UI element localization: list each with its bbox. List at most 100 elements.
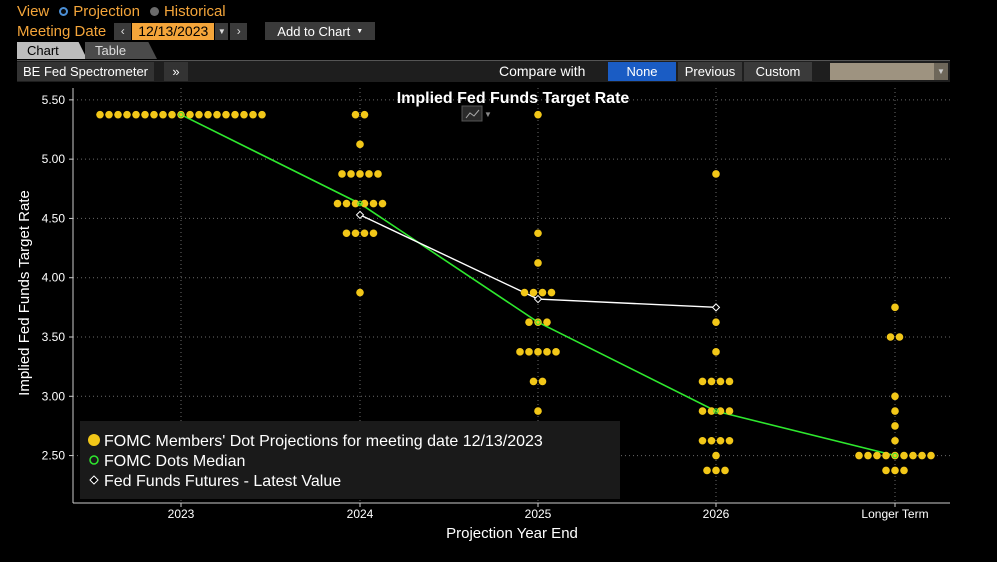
dot-projection (712, 451, 720, 460)
tab-table[interactable]: Table (85, 42, 157, 59)
futures-marker (533, 294, 543, 304)
dot-projection (525, 318, 533, 326)
date-dropdown-icon[interactable]: ▼ (215, 22, 229, 40)
expand-chevron-icon[interactable]: » (164, 62, 188, 81)
meeting-date-row: Meeting Date ‹ 12/13/2023 ▼ › Add to Cha… (17, 22, 376, 40)
meeting-date-field[interactable]: 12/13/2023 (132, 22, 215, 40)
dot-projection (105, 110, 113, 119)
dot-projection (918, 451, 926, 460)
dot-projection (698, 377, 707, 386)
dot-projection (882, 451, 890, 460)
view-selector: View Projection Historical (17, 2, 226, 20)
legend-entry-median: FOMC Dots Median (104, 453, 245, 470)
dot-projection (891, 303, 899, 312)
dot-projection (882, 466, 890, 475)
legend-entry-futures: Fed Funds Futures - Latest Value (104, 473, 341, 490)
dot-projection (356, 288, 364, 297)
y-tick-label: 3.50 (42, 330, 66, 344)
legend-dot-swatch (88, 434, 100, 446)
dot-projection (900, 466, 908, 475)
median-marker (535, 319, 541, 325)
legend: FOMC Members' Dot Projections for meetin… (80, 421, 620, 499)
dot-projection (378, 199, 387, 208)
y-tick-label: 5.50 (42, 93, 66, 107)
dot-projection (342, 229, 351, 238)
dot-projections (96, 110, 935, 475)
dot-projection (529, 377, 538, 386)
projection-option[interactable]: Projection (73, 2, 140, 20)
chart-title-button[interactable]: BE Fed Spectrometer (17, 62, 154, 81)
chart-title: Implied Fed Funds Target Rate (397, 90, 630, 107)
view-tabs: Chart Table (17, 42, 157, 59)
dot-projection (132, 110, 140, 119)
dot-projection (707, 407, 716, 415)
dot-projection (369, 199, 378, 208)
dropdown-arrow-icon: ▼ (934, 63, 948, 80)
legend-median-swatch (89, 455, 99, 465)
dot-projection (96, 110, 104, 119)
y-tick-label: 4.50 (42, 211, 66, 225)
dot-projection (552, 348, 560, 356)
dot-projection (351, 229, 360, 238)
compare-custom-button[interactable]: Custom (744, 62, 812, 81)
dot-projection (703, 466, 711, 475)
add-to-chart-button[interactable]: Add to Chart ▼ (265, 22, 376, 40)
dot-projection (351, 110, 360, 119)
dot-projection (342, 199, 351, 208)
dot-projection (698, 407, 707, 415)
chevron-down-icon: ▼ (356, 27, 364, 35)
dot-projection (725, 377, 734, 386)
dot-projection (168, 110, 176, 119)
dot-projection (114, 110, 122, 119)
dot-projection (891, 466, 899, 475)
dot-projection (547, 288, 556, 297)
x-tick-label: 2026 (703, 507, 730, 521)
compare-previous-button[interactable]: Previous (678, 62, 742, 81)
dot-projection (895, 333, 904, 341)
prev-date-button[interactable]: ‹ (114, 22, 132, 40)
dot-projection (707, 377, 716, 386)
y-tick-label: 3.00 (42, 389, 66, 403)
x-tick-label: Longer Term (861, 507, 928, 521)
dot-projection (534, 110, 542, 119)
dot-projection (716, 377, 725, 386)
dot-projection (534, 407, 542, 415)
projection-radio-icon[interactable] (59, 6, 69, 16)
historical-radio-icon[interactable] (149, 6, 159, 16)
dot-projection (725, 436, 734, 445)
dot-projection (365, 170, 373, 178)
dot-projection (707, 436, 716, 445)
y-tick-label: 4.00 (42, 271, 66, 285)
dot-projection (712, 348, 720, 356)
dot-projection (716, 407, 725, 415)
meeting-date-label: Meeting Date (17, 22, 107, 40)
compare-dropdown[interactable]: ▼ (830, 63, 948, 80)
dot-projection (150, 110, 158, 119)
dot-projection (123, 110, 131, 119)
x-axis-label: Projection Year End (446, 525, 578, 542)
dot-projection (538, 377, 547, 386)
median-marker (357, 200, 363, 207)
next-date-button[interactable]: › (230, 22, 248, 40)
dot-projection (725, 407, 734, 415)
y-tick-label: 5.00 (42, 152, 66, 166)
historical-option[interactable]: Historical (163, 2, 226, 20)
legend-futures-swatch (89, 475, 99, 485)
dot-projection (543, 348, 551, 356)
dot-projection (240, 110, 248, 119)
dot-projection (891, 436, 899, 445)
dot-projection (698, 436, 707, 445)
futures-marker (711, 303, 721, 312)
tab-chart[interactable]: Chart (17, 42, 87, 59)
dot-projection (369, 229, 378, 238)
view-label: View (17, 2, 50, 20)
chart-type-icon[interactable]: ▼ (461, 105, 492, 122)
dot-projection (360, 199, 369, 208)
y-tick-label: 2.50 (42, 449, 66, 463)
compare-none-button[interactable]: None (608, 62, 676, 81)
dot-projection (213, 110, 221, 119)
dot-projection (900, 451, 908, 460)
dot-projection (534, 259, 542, 267)
dot-projection (159, 110, 167, 119)
